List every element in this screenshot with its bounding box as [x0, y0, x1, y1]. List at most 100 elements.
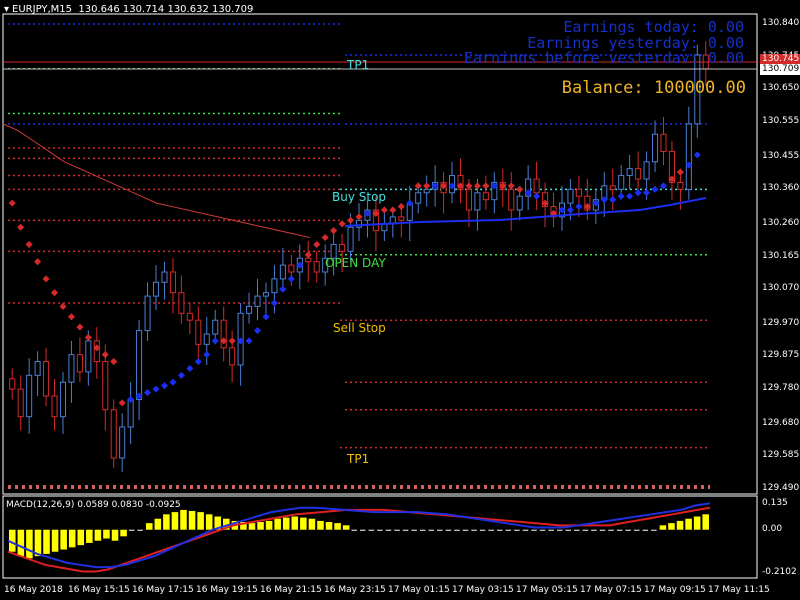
triangle-down-icon: ▾ [4, 4, 10, 15]
psar-dot [127, 395, 135, 403]
current-price-red-box: 130.745 [760, 54, 800, 65]
candle-body [76, 354, 83, 373]
candle-body [229, 347, 236, 366]
tp1-top-label: TP1 [347, 58, 370, 72]
psar-dot [279, 285, 287, 293]
price-tick: 129.490 [762, 483, 800, 493]
candle-body [694, 54, 701, 125]
time-tick: 16 May 2018 [4, 585, 63, 595]
macd-hist-bar [556, 529, 563, 531]
price-tick: 130.260 [762, 217, 800, 228]
time-tick: 16 May 23:15 [324, 585, 386, 595]
sell-stop-label: Sell Stop [333, 321, 386, 335]
time-tick: 17 May 01:15 [388, 585, 450, 595]
psar-dot [203, 351, 211, 359]
macd-hist-bar [676, 520, 684, 530]
psar-dot [566, 206, 574, 214]
earnings-today: Earnings today: 0.00 [563, 18, 744, 36]
macd-hist-bar [94, 529, 102, 541]
psar-dot [8, 199, 16, 207]
macd-tick-top: 0.135 [762, 498, 788, 508]
psar-dot [76, 323, 84, 331]
macd-hist-bar [539, 529, 546, 531]
price-tick: 129.680 [762, 417, 800, 428]
psar-dot [609, 196, 617, 204]
macd-hist-bar [34, 529, 42, 557]
candle-body [322, 257, 329, 273]
macd-hist-bar [180, 509, 187, 530]
macd-hist-bar [325, 522, 333, 530]
psar-dot [194, 358, 202, 366]
macd-hist-bar [479, 529, 486, 531]
price-tick: 130.360 [762, 183, 800, 194]
candle-body [330, 243, 337, 259]
macd-hist-bar [488, 529, 494, 531]
balance: Balance: 100000.00 [561, 78, 746, 98]
macd-hist-bar [145, 523, 153, 530]
psar-dot [600, 196, 608, 204]
macd-hist-bar [68, 529, 76, 548]
candle-body [635, 168, 642, 180]
candle-body [660, 133, 667, 152]
parabolic-sar [8, 151, 707, 407]
psar-dot [626, 192, 634, 200]
psar-dot [389, 206, 397, 214]
psar-dot [372, 209, 380, 217]
psar-dot [144, 389, 152, 397]
psar-dot [541, 199, 549, 207]
macd-hist-bar [257, 522, 264, 530]
psar-dot [347, 216, 355, 224]
candle-body [59, 381, 67, 418]
price-tick: 129.875 [762, 350, 800, 361]
psar-dot [685, 161, 693, 169]
macd-hist-bar [223, 518, 230, 530]
macd-hist-bar [428, 529, 435, 531]
candle-body [677, 181, 684, 190]
candle-body [474, 192, 481, 211]
psar-dot [499, 182, 507, 190]
psar-dot [592, 199, 600, 207]
macd-hist-bar [402, 529, 409, 531]
macd-hist-bar [248, 523, 256, 530]
candle-body [533, 178, 540, 194]
candle-body [313, 261, 320, 273]
macd-hist-bar [240, 522, 247, 530]
candle-body [85, 340, 92, 373]
macd-hist-bar [342, 525, 350, 530]
psar-dot [473, 182, 481, 190]
psar-dot [465, 182, 473, 190]
candle-body [246, 305, 253, 314]
macd-hist-bar [693, 516, 701, 530]
psar-dot [67, 313, 75, 321]
candle-body [161, 271, 168, 283]
macd-hist-bar [702, 514, 709, 530]
candle-body [203, 333, 210, 345]
candle-body [398, 216, 405, 221]
macd-hist-bar [522, 529, 529, 531]
macd-hist-bar [437, 529, 443, 531]
macd-hist-bar [616, 529, 623, 531]
candle-body [169, 271, 176, 294]
time-tick: 16 May 15:15 [68, 585, 130, 595]
symbol-title: ▾ EURJPY,M15 130.646 130.714 130.632 130.… [4, 4, 253, 15]
candle-body [279, 264, 286, 280]
psar-dot [270, 299, 278, 307]
psar-dot [42, 275, 50, 283]
psar-dot [507, 182, 515, 190]
psar-dot [575, 203, 583, 211]
macd-hist-bar [514, 529, 520, 531]
time-tick: 17 May 11:15 [708, 585, 770, 595]
candle-body [609, 185, 616, 190]
candle-body [643, 161, 650, 180]
time-tick: 17 May 05:15 [516, 585, 578, 595]
macd-hist-bar [608, 529, 614, 531]
macd-hist-bar [548, 529, 554, 531]
macd-hist-bar [197, 512, 204, 530]
candle-body [34, 361, 41, 376]
candle-body [618, 175, 625, 190]
macd-hist-bar [120, 529, 127, 537]
candle-body [9, 378, 16, 390]
macd-hist-bar [574, 529, 580, 531]
psar-dot [380, 206, 388, 214]
